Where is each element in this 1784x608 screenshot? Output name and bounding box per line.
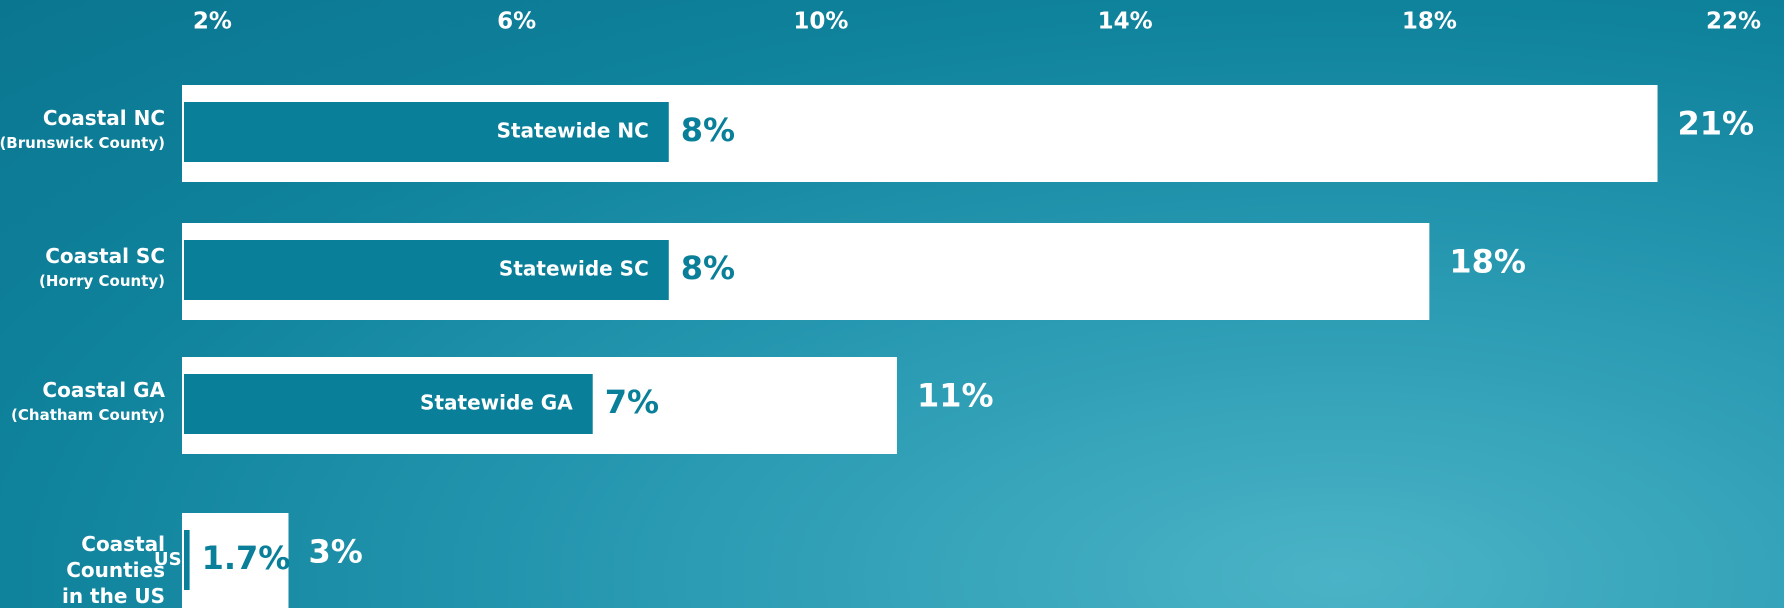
category-label: Coastal GA(Chatham County)	[0, 377, 165, 427]
bar-label: Statewide GA	[420, 391, 573, 415]
chart: 2% 6% 10% 14% 18% 22% 21% Statewide NC 8% 18% Stat…	[0, 0, 1784, 608]
category-label: Coastal Counties in the US	[45, 531, 165, 608]
bar-label: Statewide NC	[497, 119, 649, 143]
x-tick-label: 14%	[1098, 9, 1153, 35]
value-label: 21%	[1678, 105, 1755, 143]
category-name: Coastal Counties in the US	[45, 531, 165, 608]
category-name: Coastal NC	[0, 105, 165, 131]
x-tick-label: 2%	[193, 9, 232, 35]
category-note: (Horry County)	[0, 269, 165, 293]
category-note: (Chatham County)	[0, 403, 165, 427]
x-tick-label: 18%	[1402, 9, 1457, 35]
value-label: 18%	[1449, 243, 1526, 281]
plot: 2% 6% 10% 14% 18% 22% 21% Statewide NC 8% 18% Stat…	[0, 0, 1784, 608]
category-label: Coastal SC(Horry County)	[0, 243, 165, 293]
category-name: Coastal SC	[0, 243, 165, 269]
bar-label: Statewide SC	[499, 257, 649, 281]
category-name: Coastal GA	[0, 377, 165, 403]
value-label: 7%	[605, 383, 659, 421]
value-label: 1.7%	[202, 539, 291, 577]
category-label: Coastal NC(Brunswick County)	[0, 105, 165, 155]
bar	[184, 530, 190, 590]
category-note: (Brunswick County)	[0, 131, 165, 155]
x-tick-label: 10%	[793, 9, 848, 35]
value-label: 8%	[681, 111, 735, 149]
value-label: 11%	[917, 377, 994, 415]
value-label: 3%	[308, 533, 362, 571]
x-tick-label: 6%	[497, 9, 536, 35]
value-label: 8%	[681, 249, 735, 287]
x-tick-label: 22%	[1706, 9, 1761, 35]
